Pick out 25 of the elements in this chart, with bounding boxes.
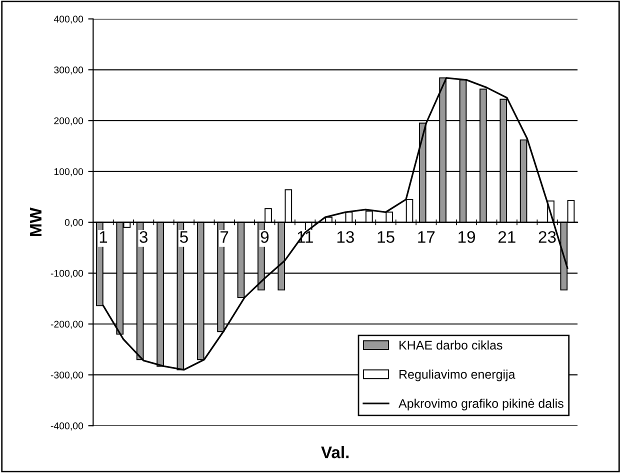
x-tick-label: 5	[180, 231, 188, 243]
y-tick-label: 400,00	[54, 16, 84, 24]
legend-label: Apkrovimo grafiko pikinė dalis	[398, 398, 564, 410]
y-tick-label: -200,00	[50, 320, 84, 329]
y-tick-label: -100,00	[50, 270, 84, 278]
x-tick-label: 13	[337, 231, 354, 243]
x-tick-label: 19	[458, 231, 476, 243]
x-tick-label: 21	[498, 231, 516, 243]
x-tick-label: 15	[378, 231, 394, 243]
y-tick-label: 200,00	[54, 117, 84, 126]
y-tick-label: 100,00	[54, 168, 84, 176]
x-tick-label: 23	[538, 231, 556, 243]
x-tick-label: 9	[260, 231, 269, 243]
x-tick-label: 7	[220, 231, 228, 243]
y-tick-label: 300,00	[54, 66, 84, 75]
y-axis-title: MW	[30, 208, 42, 236]
x-axis-title: Val.	[321, 446, 349, 458]
legend-label: KHAE darbo ciklas	[400, 340, 502, 350]
x-tick-label: 3	[140, 231, 148, 243]
y-tick-label: -400,00	[50, 422, 84, 430]
x-tick-label: 1	[100, 231, 108, 243]
x-tick-label: 17	[418, 231, 435, 243]
legend-label: Reguliavimo energija	[400, 370, 516, 382]
y-tick-label: -300,00	[50, 372, 84, 380]
y-tick-label: 0,00	[64, 219, 84, 228]
